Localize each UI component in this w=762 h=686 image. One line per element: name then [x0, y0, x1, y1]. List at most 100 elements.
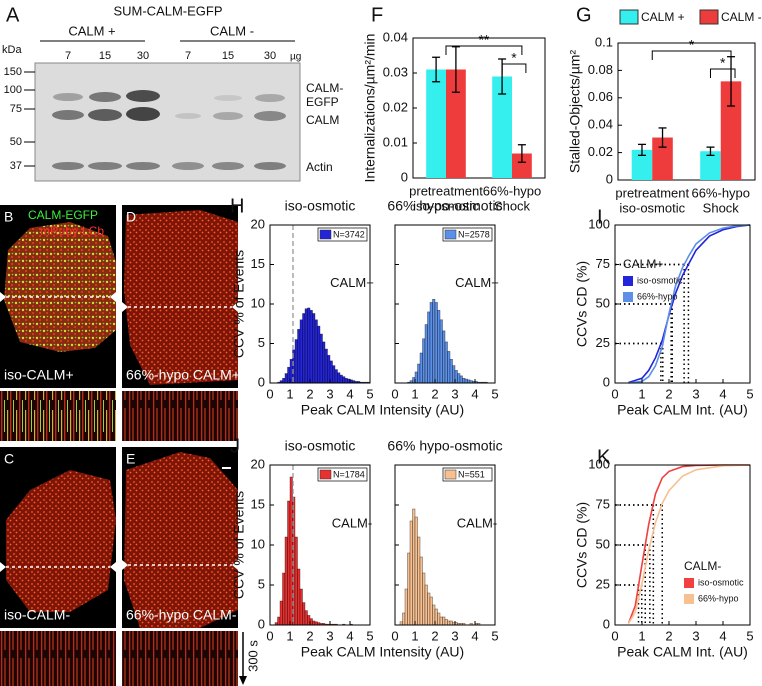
- x-tick-label: 5: [491, 386, 498, 401]
- histogram-bar: [297, 568, 301, 626]
- x-tick-label: 4: [471, 386, 478, 401]
- histogram-bar: [457, 373, 461, 384]
- lane-label: 7: [65, 50, 71, 62]
- y-tick-label: 15: [251, 496, 265, 511]
- lane-label: 30: [137, 50, 149, 62]
- x-axis-label: Peak CALM Intensity (AU): [301, 402, 464, 418]
- panel-label: C: [4, 451, 14, 467]
- kymograph: [122, 391, 238, 441]
- histogram-bar: [342, 376, 346, 384]
- x-tick-label: 0: [391, 628, 398, 643]
- panel-label: A: [6, 4, 20, 26]
- legend-label: N=2578: [458, 229, 490, 239]
- legend-swatch: [444, 469, 457, 480]
- x-tick-label: 1: [638, 386, 645, 401]
- histogram-bar: [334, 369, 338, 384]
- marker-label: 75: [10, 103, 22, 115]
- y-tick-label: 0.04: [588, 117, 613, 132]
- panel-label: F: [371, 4, 383, 26]
- bar: [700, 151, 721, 180]
- subplot-title: 66% hypo-osmotic: [387, 198, 502, 214]
- bar: [631, 149, 653, 180]
- histogram-bar: [429, 302, 433, 384]
- histogram-bar: [449, 358, 453, 384]
- histogram-bar: [299, 319, 303, 384]
- histogram-bar: [432, 298, 436, 384]
- plot-frame: [614, 224, 751, 384]
- y-tick-label: 25: [596, 335, 610, 350]
- legend-label: CALM +: [641, 10, 685, 24]
- annotation: CALM+: [455, 275, 499, 290]
- histogram-bar: [429, 596, 433, 626]
- x-tick-label: iso-osmotic: [413, 198, 479, 213]
- channel-label: mRuby-LCb: [40, 224, 104, 238]
- x-tick-label: 1: [286, 386, 293, 401]
- blot-bands: [52, 90, 286, 170]
- histogram-bar: [449, 620, 453, 626]
- histogram-bar: [299, 588, 303, 626]
- panel-label: K: [597, 446, 611, 468]
- histogram-bar: [402, 612, 406, 626]
- significance-bracket: [651, 50, 732, 60]
- y-tick-label: 75: [596, 496, 610, 511]
- x-tick-label: 4: [719, 386, 726, 401]
- x-tick-label: pretreatment: [615, 185, 689, 200]
- marker-label: 100: [4, 84, 22, 96]
- x-tick-label: 2: [431, 386, 438, 401]
- histogram-bar: [462, 377, 466, 384]
- y-tick-label: 0: [258, 616, 265, 631]
- x-tick-label: 3: [326, 628, 333, 643]
- y-tick-label: 20: [251, 456, 265, 471]
- marker-label: 150: [4, 66, 22, 78]
- legend-label: N=1784: [333, 469, 365, 479]
- histogram-bar: [434, 302, 438, 384]
- histogram-bar: [447, 351, 451, 384]
- histogram-bar: [422, 338, 426, 384]
- legend-swatch: [619, 9, 639, 25]
- histogram-bar: [297, 328, 301, 384]
- kymograph: [0, 391, 116, 441]
- legend-label: N=3742: [333, 229, 365, 239]
- x-tick-label: 2: [306, 628, 313, 643]
- x-tick-label: 3: [451, 628, 458, 643]
- panel-label: H: [230, 195, 244, 217]
- histogram-bar: [312, 313, 316, 384]
- histogram-bar: [437, 612, 441, 626]
- legend-swatch: [684, 578, 694, 588]
- significance-label: *: [689, 37, 695, 53]
- line-markers: [0, 292, 238, 572]
- image-panels: B D C E CALM-EGFP mRuby-LCb iso-CALM+ 66…: [0, 205, 260, 686]
- time-label: 300 s: [245, 640, 260, 672]
- image-label: iso-CALM-: [4, 607, 70, 623]
- histogram-bar: [282, 377, 286, 384]
- histogram-bar: [424, 324, 428, 384]
- y-tick-label: 0.02: [588, 144, 613, 159]
- y-axis-label: CCV % of Events: [231, 491, 247, 599]
- x-tick-label: 4: [346, 628, 353, 643]
- y-tick-label: 20: [251, 216, 265, 231]
- channel-label: CALM-EGFP: [28, 208, 98, 222]
- scale-bar: [222, 467, 231, 469]
- y-tick-label: 0: [258, 374, 265, 389]
- image-label: 66%-hypo CALM+: [126, 367, 240, 383]
- histogram-bar: [419, 352, 423, 384]
- blot-title: SUM-CALM-EGFP: [113, 3, 222, 18]
- y-tick-label: 10: [251, 295, 265, 310]
- histogram-bar: [409, 520, 413, 626]
- y-axis-label: CCV % of Events: [231, 250, 247, 358]
- histogram-bar: [314, 319, 318, 384]
- histogram-bar: [442, 616, 446, 626]
- annotation: CALM-: [332, 516, 372, 531]
- histogram-bar: [282, 572, 286, 626]
- y-tick-label: 50: [596, 295, 610, 310]
- marker-label: 50: [10, 136, 22, 148]
- cell: [4, 222, 116, 352]
- histogram-bar: [287, 500, 291, 626]
- y-axis-label: CCVs CD (%): [574, 502, 590, 588]
- x-tick-label: 5: [491, 628, 498, 643]
- histogram-bar: [407, 552, 411, 626]
- x-tick-label: 1: [411, 386, 418, 401]
- histogram-bar: [339, 374, 343, 384]
- histogram-bar: [309, 310, 313, 384]
- histogram-bar: [279, 600, 283, 626]
